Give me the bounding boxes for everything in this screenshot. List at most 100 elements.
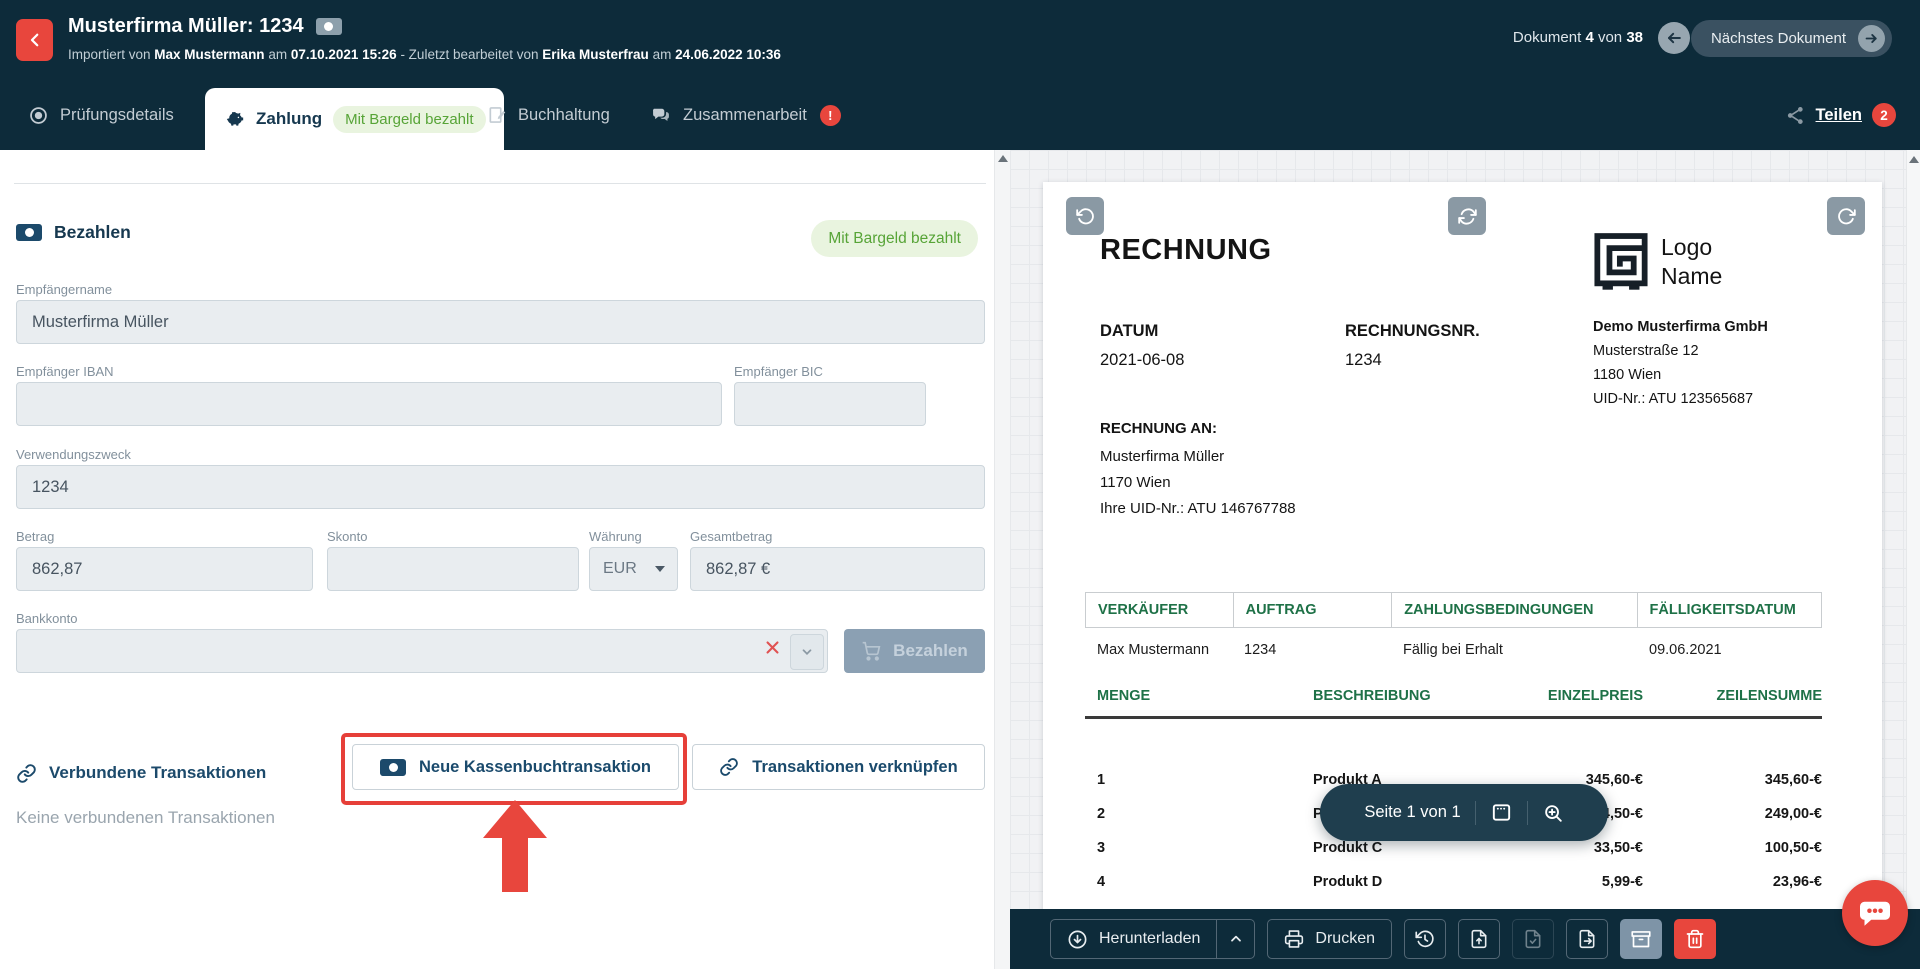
tab-label: Prüfungsdetails xyxy=(60,105,174,124)
download-options-button[interactable] xyxy=(1217,919,1256,959)
support-chat-button[interactable] xyxy=(1842,880,1908,946)
meta-header: FÄLLIGKEITSDATUM xyxy=(1636,593,1822,627)
link-icon xyxy=(16,763,37,784)
export-file-button[interactable] xyxy=(1565,919,1608,959)
archive-button[interactable] xyxy=(1619,919,1662,959)
shopping-cart-icon xyxy=(861,641,881,661)
divider xyxy=(1474,800,1476,825)
history-icon xyxy=(1415,929,1435,949)
invoice-meta-value-row: Max Mustermann 1234 Fällig bei Erhalt 09… xyxy=(1085,642,1822,658)
left-panel-scrollbar[interactable] xyxy=(994,150,1011,969)
pay-button[interactable]: Bezahlen xyxy=(844,629,985,673)
invoice-items-header-row: MENGE BESCHREIBUNG EINZELPREIS ZEILENSUM… xyxy=(1097,688,1822,704)
divider xyxy=(1526,800,1528,825)
meta-value: 1234 xyxy=(1244,642,1277,658)
fit-page-icon[interactable] xyxy=(1490,801,1513,824)
printer-icon xyxy=(1284,929,1304,949)
bankkonto-input[interactable] xyxy=(16,629,828,673)
waehrung-select[interactable]: EUR xyxy=(589,547,678,591)
download-split-button: Herunterladen xyxy=(1050,919,1256,959)
banknote-icon xyxy=(380,758,406,776)
tab-zahlung-active[interactable]: Zahlung Mit Bargeld bezahlt xyxy=(205,88,504,150)
document-meta-line: Importiert von Max Mustermann am 07.10.2… xyxy=(68,47,781,62)
button-label: Transaktionen verknüpfen xyxy=(752,757,958,776)
field-label-verwendungszweck: Verwendungszweck xyxy=(16,447,131,462)
delete-button[interactable] xyxy=(1673,919,1716,959)
field-label-iban: Empfänger IBAN xyxy=(16,364,114,379)
chevron-down-icon xyxy=(655,566,665,572)
no-linked-transactions-text: Keine verbundenen Transaktionen xyxy=(16,808,275,827)
banknote-icon xyxy=(16,224,42,241)
banknote-icon xyxy=(315,18,342,35)
new-cashbook-transaction-button[interactable]: Neue Kassenbuchtransaktion xyxy=(352,744,679,790)
zoom-in-icon[interactable] xyxy=(1542,802,1564,824)
rotate-clockwise-button[interactable] xyxy=(1827,197,1865,235)
tab-label: Zahlung xyxy=(256,109,323,128)
scroll-up-arrow[interactable] xyxy=(1909,156,1919,163)
empfaengername-input[interactable] xyxy=(16,300,985,344)
meta-header: ZAHLUNGSBEDINGUNGEN xyxy=(1391,593,1636,627)
bankkonto-dropdown-button[interactable] xyxy=(790,634,824,670)
next-document-button[interactable]: Nächstes Dokument xyxy=(1690,20,1892,57)
rotate-180-button[interactable] xyxy=(1448,197,1486,235)
tab-buchhaltung[interactable]: Buchhaltung xyxy=(487,80,610,150)
download-circle-icon xyxy=(1067,929,1088,950)
field-label-skonto: Skonto xyxy=(327,529,368,544)
field-label-bic: Empfänger BIC xyxy=(734,364,823,379)
share-link[interactable]: Teilen xyxy=(1815,105,1862,124)
download-label: Herunterladen xyxy=(1099,930,1201,947)
paid-cash-badge: Mit Bargeld bezahlt xyxy=(333,105,486,133)
invoice-item-row: 4 Produkt D 5,99-€ 23,96-€ xyxy=(1097,874,1822,890)
scroll-up-arrow[interactable] xyxy=(998,155,1008,162)
arrow-right-circle-icon xyxy=(1858,25,1885,52)
gesamtbetrag-input[interactable] xyxy=(690,547,985,591)
meta-header: VERKÄUFER xyxy=(1098,602,1189,618)
tab-label: Buchhaltung xyxy=(518,105,610,124)
rotate-counterclockwise-button[interactable] xyxy=(1066,197,1104,235)
print-button[interactable]: Drucken xyxy=(1267,919,1392,959)
field-label-betrag: Betrag xyxy=(16,529,55,544)
validated-file-button[interactable] xyxy=(1511,919,1554,959)
meta-header: AUFTRAG xyxy=(1232,593,1392,627)
tab-zusammenarbeit[interactable]: Zusammenarbeit ! xyxy=(650,80,841,150)
link-icon xyxy=(719,757,739,777)
waehrung-value: EUR xyxy=(603,560,637,577)
billto-label: RECHNUNG AN: xyxy=(1100,420,1217,437)
previous-document-button[interactable] xyxy=(1658,22,1690,54)
link-transactions-button[interactable]: Transaktionen verknüpfen xyxy=(692,744,985,790)
field-label-waehrung: Währung xyxy=(589,529,642,544)
archive-icon xyxy=(1631,929,1651,949)
upload-file-button[interactable] xyxy=(1457,919,1500,959)
back-button[interactable] xyxy=(16,19,53,61)
company-logo-icon xyxy=(1593,232,1649,292)
betrag-input[interactable] xyxy=(16,547,313,591)
invoice-meta-header-row: VERKÄUFER AUFTRAG ZAHLUNGSBEDINGUNGEN FÄ… xyxy=(1085,592,1822,628)
download-button[interactable]: Herunterladen xyxy=(1050,919,1218,959)
invoice-item-row: 3 Produkt C 33,50-€ 100,50-€ xyxy=(1097,840,1822,856)
invoice-page: RECHNUNG Logo Name DATUM 2021-06-08 RECH… xyxy=(1043,182,1882,969)
tab-pruefungsdetails[interactable]: Prüfungsdetails xyxy=(28,80,174,150)
eye-icon xyxy=(28,105,49,126)
page-indicator-pill: Seite 1 von 1 xyxy=(1320,784,1608,841)
file-export-icon xyxy=(1577,929,1597,949)
clear-x-icon[interactable] xyxy=(764,639,781,656)
empfaenger-iban-input[interactable] xyxy=(16,382,722,426)
document-viewer: RECHNUNG Logo Name DATUM 2021-06-08 RECH… xyxy=(1010,150,1920,969)
annotation-arrow-up xyxy=(483,800,547,892)
preview-scrollbar[interactable] xyxy=(1906,150,1920,969)
logo-text: Logo Name xyxy=(1661,234,1723,289)
share-cluster: Teilen 2 xyxy=(1785,80,1896,150)
skonto-input[interactable] xyxy=(327,547,579,591)
billto-address-block: Musterfirma Müller 1170 Wien Ihre UID-Nr… xyxy=(1100,448,1296,517)
verwendungszweck-input[interactable] xyxy=(16,465,985,509)
alert-badge: ! xyxy=(819,104,841,126)
version-history-button[interactable] xyxy=(1403,919,1446,959)
meta-value: 09.06.2021 xyxy=(1649,642,1722,658)
empfaenger-bic-input[interactable] xyxy=(734,382,926,426)
invoice-title: RECHNUNG xyxy=(1100,234,1272,266)
divider xyxy=(14,183,986,184)
tab-label: Zusammenarbeit xyxy=(683,105,807,124)
file-check-icon xyxy=(1523,929,1543,949)
field-label-gesamtbetrag: Gesamtbetrag xyxy=(690,529,773,544)
